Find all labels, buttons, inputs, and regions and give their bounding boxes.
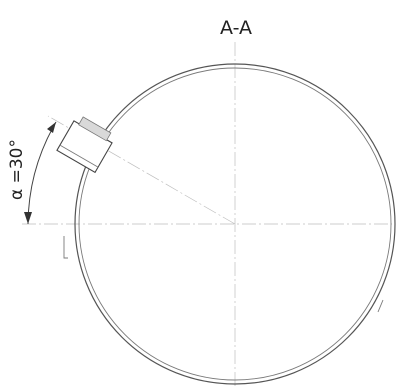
angle-dimension-label: α =30° xyxy=(7,139,27,200)
wall-detail-right xyxy=(377,299,384,313)
nozzle-weld-line xyxy=(59,144,99,168)
pipe-outer-wall xyxy=(74,63,396,385)
arrow-up-icon xyxy=(47,122,56,133)
nozzle-fitting xyxy=(56,116,113,174)
pipe-inner-wall xyxy=(78,67,392,381)
wall-detail-left xyxy=(63,236,68,259)
section-title: A-A xyxy=(220,17,252,39)
arrow-down-icon xyxy=(24,212,32,224)
nozzle-flange xyxy=(78,116,112,142)
angle-dimension-arc xyxy=(27,121,57,225)
